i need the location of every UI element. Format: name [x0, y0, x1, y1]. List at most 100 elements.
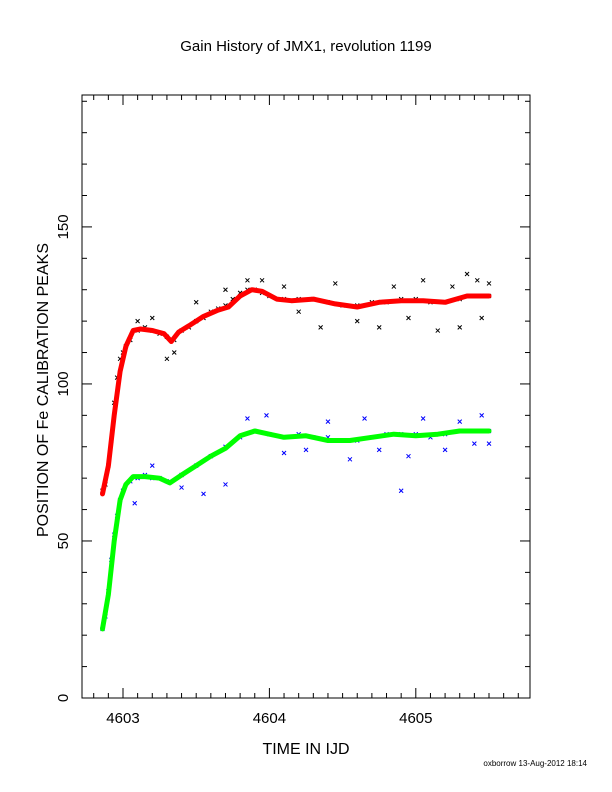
fit-point: [421, 298, 426, 303]
data-point: [171, 350, 177, 355]
x-tick-label: 4604: [253, 710, 286, 727]
plot-series: [100, 271, 492, 632]
y-tick-label: 50: [55, 533, 72, 550]
fit-point: [238, 294, 243, 298]
x-tick-label: 4603: [106, 710, 139, 727]
fit-line-3: [100, 428, 492, 632]
data-point: [264, 412, 269, 418]
fit-point: [123, 344, 128, 349]
data-point: [296, 309, 302, 315]
data-point: [245, 277, 250, 283]
data-point: [420, 416, 426, 421]
data-point: [457, 419, 463, 424]
data-point: [281, 284, 287, 289]
fit-point: [311, 297, 316, 302]
fit-point: [304, 433, 308, 438]
y-tick-label: 0: [55, 694, 72, 702]
fit-point: [347, 438, 352, 443]
fit-point: [443, 300, 448, 305]
fit-point: [435, 432, 440, 437]
fit-point: [208, 454, 213, 459]
fit-point: [274, 297, 279, 302]
fit-point: [194, 463, 199, 468]
data-point: [472, 441, 477, 446]
fit-point: [457, 429, 462, 434]
fit-point: [150, 328, 155, 333]
fit-point: [413, 433, 418, 438]
fit-point: [260, 289, 265, 294]
fit-point: [112, 538, 117, 543]
fit-point: [282, 435, 287, 440]
data-point: [442, 447, 448, 453]
data-point: [201, 491, 206, 497]
fit-point: [112, 413, 117, 418]
fit-point: [157, 476, 162, 481]
plot-frame: [81, 94, 531, 699]
fit-point: [238, 433, 243, 438]
fit-point: [131, 474, 136, 479]
fit-point: [179, 473, 184, 478]
fit-point: [223, 446, 228, 451]
data-point: [223, 287, 228, 293]
data-point: [303, 447, 309, 453]
footer-credit: oxborrow 13-Aug-2012 18:14: [483, 759, 587, 768]
data-point: [457, 325, 463, 330]
data-point: [318, 325, 323, 330]
data-point: [479, 412, 485, 418]
fit-point: [106, 463, 111, 468]
data-point: [354, 318, 360, 324]
data-point: [347, 456, 353, 462]
fit-point: [465, 294, 470, 298]
data-point: [420, 277, 426, 283]
data-point: [435, 328, 441, 333]
data-point: [325, 419, 331, 424]
data-point: [391, 284, 397, 289]
data-point: [132, 500, 138, 506]
data-point: [398, 488, 404, 494]
y-tick-label: 100: [55, 371, 72, 396]
fit-point: [377, 300, 382, 305]
fit-point: [100, 626, 105, 631]
fit-point: [118, 369, 123, 374]
x-axis-label: TIME IN IJD: [262, 741, 349, 758]
y-tick-label: 150: [55, 214, 72, 239]
data-point: [486, 281, 492, 286]
fit-point: [487, 294, 492, 298]
data-point: [245, 416, 250, 421]
fit-point: [123, 482, 128, 487]
data-point: [149, 463, 155, 468]
fit-point: [186, 323, 191, 328]
fit-point: [252, 429, 257, 434]
fit-point: [333, 301, 338, 306]
fit-point: [138, 326, 143, 331]
fit-point: [325, 438, 330, 443]
fit-point: [167, 480, 172, 485]
data-point: [281, 450, 287, 456]
data-point: [376, 325, 382, 330]
fit-point: [391, 432, 396, 437]
data-point: [450, 284, 455, 289]
data-point: [332, 281, 338, 286]
fit-point: [201, 314, 206, 319]
x-tick-label: 4605: [399, 710, 432, 727]
fit-point: [487, 429, 492, 434]
data-point: [376, 447, 382, 453]
data-point: [223, 482, 228, 487]
data-point: [259, 277, 265, 283]
fit-point: [399, 298, 404, 303]
data-point: [406, 453, 411, 459]
fit-point: [142, 474, 147, 479]
fit-point: [226, 304, 231, 309]
fit-point: [161, 331, 166, 336]
data-point: [179, 485, 184, 490]
data-point: [135, 318, 140, 324]
data-point: [164, 356, 170, 362]
data-point: [362, 416, 367, 421]
data-point: [479, 315, 485, 321]
y-axis-label: POSITION OF Fe CALIBRATION PEAKS: [35, 243, 52, 537]
data-point: [149, 315, 155, 321]
fit-point: [355, 304, 360, 309]
data-point: [193, 299, 199, 305]
fit-point: [169, 339, 174, 344]
